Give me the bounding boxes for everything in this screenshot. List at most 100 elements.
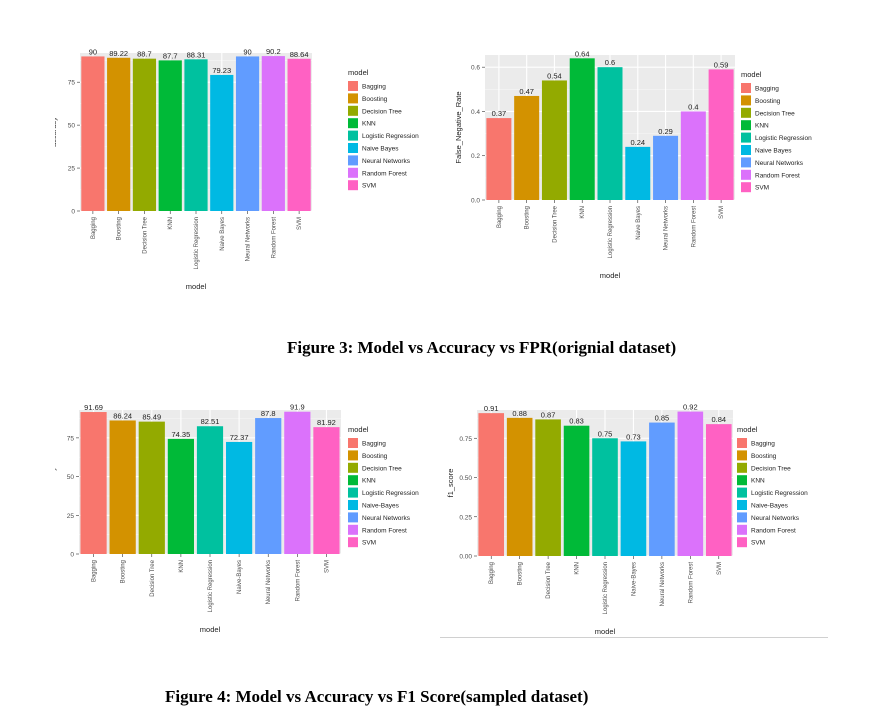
bar-naive-bayes (210, 74, 234, 211)
data-label: 0.6 (605, 58, 615, 67)
y-tick-label: 0.6 (471, 65, 480, 72)
y-tick-label: 0.2 (471, 153, 480, 160)
bar-knn (167, 438, 194, 554)
x-tick-label: Neural Networks (664, 206, 670, 250)
legend-label: Decision Tree (755, 110, 795, 117)
x-tick-label: Boosting (121, 560, 127, 583)
bar-decision-tree (535, 419, 561, 556)
bar-neural-networks (235, 56, 260, 211)
bar-boosting (514, 95, 540, 200)
legend-label: Neural Networks (362, 515, 411, 522)
bar-bagging (486, 118, 512, 200)
x-tick-label: Naive Bayes (636, 206, 642, 240)
legend-label: Decision Tree (362, 108, 402, 115)
legend-swatch (741, 182, 751, 193)
x-tick-label: Random Forest (271, 217, 277, 259)
legend-swatch (348, 438, 358, 448)
data-label: 0.59 (714, 60, 729, 69)
legend-label: Boosting (362, 96, 388, 103)
data-label: 87.7 (163, 51, 178, 60)
legend-label: Neural Networks (362, 158, 411, 165)
legend-label: Logistic Regression (755, 135, 812, 142)
legend-label: Logistic Regression (362, 490, 419, 497)
x-tick-label: Logistic Regression (208, 560, 214, 612)
x-axis-title: model (200, 625, 221, 634)
data-label: 85.49 (142, 413, 161, 422)
data-label: 79.23 (212, 66, 231, 75)
x-axis-title: model (600, 271, 621, 280)
legend-swatch (741, 107, 751, 118)
legend-swatch (348, 93, 358, 104)
legend-swatch (741, 120, 751, 131)
data-label: 87.8 (261, 409, 276, 418)
bar-neural-networks (255, 418, 282, 554)
legend-swatch (348, 512, 358, 523)
y-tick-label: 0.75 (459, 436, 472, 443)
data-label: 0.37 (492, 109, 507, 118)
bar-decision-tree (138, 421, 165, 554)
legend-label: Neural Networks (755, 160, 804, 167)
bar-svm (708, 69, 734, 200)
data-label: 89.22 (109, 49, 128, 58)
data-label: 0.4 (688, 102, 698, 111)
x-tick-label: Decision Tree (142, 216, 148, 253)
y-axis-title: f1_score (446, 469, 455, 498)
legend-swatch (741, 157, 751, 168)
data-label: 0.24 (630, 138, 645, 147)
x-axis-title: model (186, 282, 207, 291)
bar-naive-bayes (620, 441, 647, 556)
bar-boosting (107, 57, 131, 211)
legend-swatch (737, 462, 747, 473)
bar-neural-networks (649, 422, 675, 556)
legend-swatch (741, 95, 751, 106)
y-tick-label: 75 (68, 80, 76, 87)
legend-swatch (737, 512, 747, 523)
legend-label: Random Forest (755, 172, 800, 179)
x-tick-label: SVM (719, 206, 725, 219)
legend-label: Random Forest (362, 527, 407, 534)
bar-boosting (506, 417, 533, 556)
data-label: 88.31 (187, 50, 206, 59)
legend-label: Naive Bayes (362, 146, 399, 153)
x-tick-label: Boosting (518, 562, 524, 585)
data-label: 0.83 (569, 417, 584, 426)
y-tick-label: 50 (68, 123, 76, 130)
data-label: 0.91 (484, 404, 499, 413)
legend-label: KNN (755, 123, 769, 130)
x-tick-label: Neural Networks (246, 217, 252, 261)
chart-f1-sampled: 0.00 0.25 0.50 0.75 0.91 Bagging 0.88 Boosting 0… (446, 403, 808, 636)
legend-label: KNN (362, 478, 376, 485)
bar-svm (313, 427, 340, 554)
x-tick-label: Naive Bayes (220, 217, 226, 251)
bar-logistic-regression (184, 59, 208, 211)
data-label: 0.85 (655, 414, 670, 423)
legend-swatch (741, 169, 751, 180)
x-tick-label: Neural Networks (266, 560, 272, 604)
data-label: 86.24 (113, 411, 132, 420)
bar-naive-bayes (226, 441, 253, 554)
legend-swatch (348, 155, 358, 166)
bar-bagging (80, 412, 107, 554)
legend-label: Naive-Bayes (362, 503, 400, 510)
bar-random-forest (680, 111, 706, 200)
legend-swatch (348, 105, 358, 116)
bar-random-forest (677, 411, 704, 556)
bar-boosting (109, 420, 136, 554)
y-tick-label: 0.25 (459, 514, 472, 521)
bar-decision-tree (132, 58, 157, 211)
data-label: 90 (243, 47, 251, 56)
legend-swatch (741, 145, 751, 155)
legend-label: Bagging (751, 441, 775, 448)
y-tick-label: 50 (67, 474, 75, 481)
y-tick-label: 0.0 (471, 198, 480, 205)
legend-label: Logistic Regression (362, 133, 419, 140)
legend-label: Random Forest (751, 527, 796, 534)
x-tick-label: Decision Tree (150, 559, 156, 596)
chart-accuracy-original: 0 25 50 75 90 Bagging 89.22 Boosting 88.7 Decisio… (55, 47, 419, 291)
chart-fnr-original: 0.0 0.2 0.4 0.6 0.37 Bagging 0.47 Boosting 0.54 D… (454, 49, 812, 280)
x-tick-label: KNN (179, 560, 185, 573)
x-tick-label: Random Forest (691, 206, 697, 248)
legend-label: Neural Networks (751, 515, 800, 522)
legend-label: KNN (751, 478, 765, 485)
data-label: 0.92 (683, 403, 698, 412)
